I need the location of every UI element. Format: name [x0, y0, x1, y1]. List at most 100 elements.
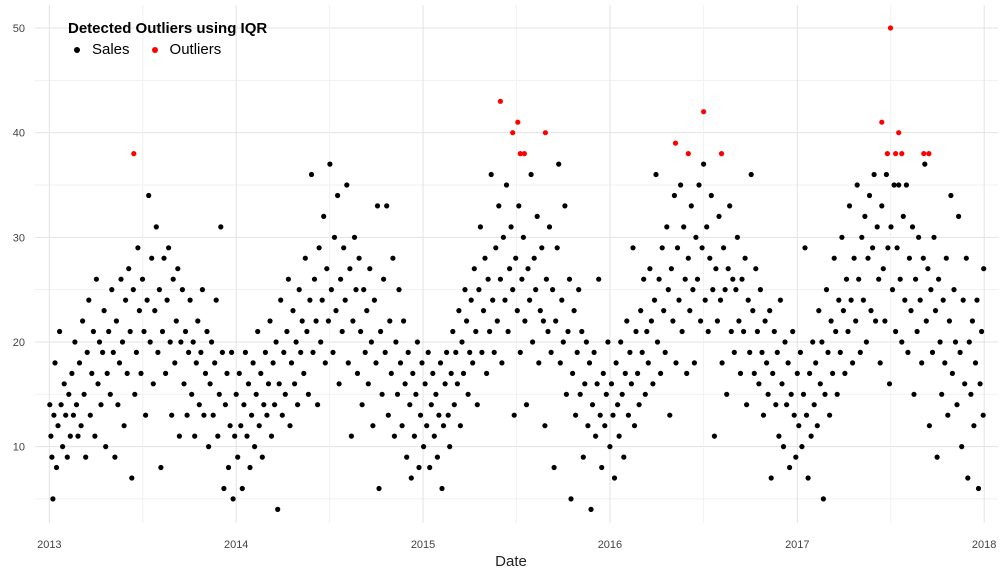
sales-point	[690, 287, 696, 293]
sales-point	[859, 234, 865, 240]
sales-point	[371, 297, 377, 303]
sales-point	[883, 171, 890, 178]
sales-point	[187, 297, 193, 303]
sales-point	[451, 402, 457, 408]
sales-point	[717, 297, 724, 303]
sales-point	[353, 287, 359, 293]
outlier-point	[521, 151, 528, 157]
sales-point	[570, 370, 576, 376]
x-tick-label: 2016	[598, 539, 622, 551]
sales-point	[419, 360, 425, 366]
outlier-point	[515, 119, 521, 125]
sales-point	[764, 360, 770, 366]
sales-point	[796, 423, 802, 429]
sales-point	[350, 318, 356, 324]
sales-point	[850, 360, 856, 366]
sales-point	[210, 412, 216, 418]
sales-point	[155, 349, 161, 355]
sales-point	[823, 287, 830, 293]
sales-point	[577, 391, 583, 397]
sales-point	[936, 276, 942, 282]
legend-title: Detected Outliers using IQR	[68, 20, 268, 37]
outlier-point	[921, 151, 927, 157]
sales-point	[272, 402, 278, 408]
sales-point	[777, 297, 784, 303]
sales-point	[622, 370, 628, 376]
sales-point	[628, 381, 635, 387]
sales-point	[450, 328, 456, 335]
sales-point	[557, 360, 563, 366]
sales-point	[313, 318, 319, 324]
sales-point	[905, 349, 911, 355]
sales-point	[573, 412, 579, 418]
sales-point	[914, 328, 920, 335]
sales-point	[496, 203, 502, 209]
sales-point	[530, 339, 536, 345]
sales-point	[70, 412, 76, 418]
sales-point	[949, 370, 956, 376]
sales-point	[908, 308, 914, 314]
sales-point	[630, 245, 636, 251]
sales-point	[742, 255, 748, 261]
sales-point	[975, 485, 982, 492]
sales-point	[828, 318, 834, 324]
sales-point	[318, 339, 324, 345]
sales-point	[52, 360, 58, 366]
sales-point	[109, 287, 115, 293]
sales-point	[966, 339, 972, 345]
sales-point	[147, 339, 153, 345]
sales-point	[411, 433, 417, 439]
sales-point	[399, 423, 405, 429]
sales-point	[367, 266, 373, 272]
sales-point	[497, 276, 503, 282]
sales-point	[691, 360, 698, 366]
sales-point	[965, 475, 971, 481]
sales-point	[239, 485, 245, 492]
sales-point	[627, 349, 633, 355]
sales-point	[519, 276, 525, 282]
sales-point	[253, 391, 259, 397]
sales-point	[808, 433, 814, 439]
sales-point	[610, 412, 616, 418]
sales-point	[244, 433, 250, 439]
sales-point	[668, 266, 675, 272]
sales-point	[787, 464, 793, 471]
sales-point	[379, 391, 385, 397]
sales-point	[698, 318, 704, 324]
sales-point	[471, 266, 477, 272]
sales-point	[364, 308, 370, 314]
sales-point	[556, 161, 562, 167]
sales-point	[479, 349, 485, 355]
sales-point	[250, 360, 256, 366]
x-axis-title: Date	[495, 553, 527, 570]
sales-point	[971, 423, 977, 429]
sales-point	[268, 433, 275, 439]
sales-point	[121, 423, 127, 429]
outlier-point	[701, 109, 707, 115]
sales-point	[853, 318, 859, 324]
sales-point	[579, 328, 585, 335]
sales-point	[190, 339, 196, 345]
sales-point	[221, 485, 227, 492]
sales-point	[382, 349, 388, 355]
sales-point	[724, 391, 730, 397]
y-tick-label: 10	[13, 442, 25, 454]
sales-point	[773, 402, 779, 408]
sales-point	[977, 381, 983, 387]
legend-item-sales: Sales	[68, 41, 130, 58]
outlier-point	[542, 130, 549, 136]
sales-point	[759, 349, 765, 355]
sales-point	[189, 391, 195, 397]
sales-point	[661, 308, 667, 314]
sales-point	[224, 370, 230, 376]
sales-point	[447, 444, 453, 450]
sales-point	[222, 402, 228, 408]
sales-point	[833, 328, 839, 335]
sales-point	[270, 360, 276, 366]
sales-point	[124, 370, 130, 376]
sales-point	[167, 339, 173, 345]
sales-point	[548, 349, 554, 355]
sales-point	[387, 318, 393, 324]
sales-point	[979, 328, 985, 335]
